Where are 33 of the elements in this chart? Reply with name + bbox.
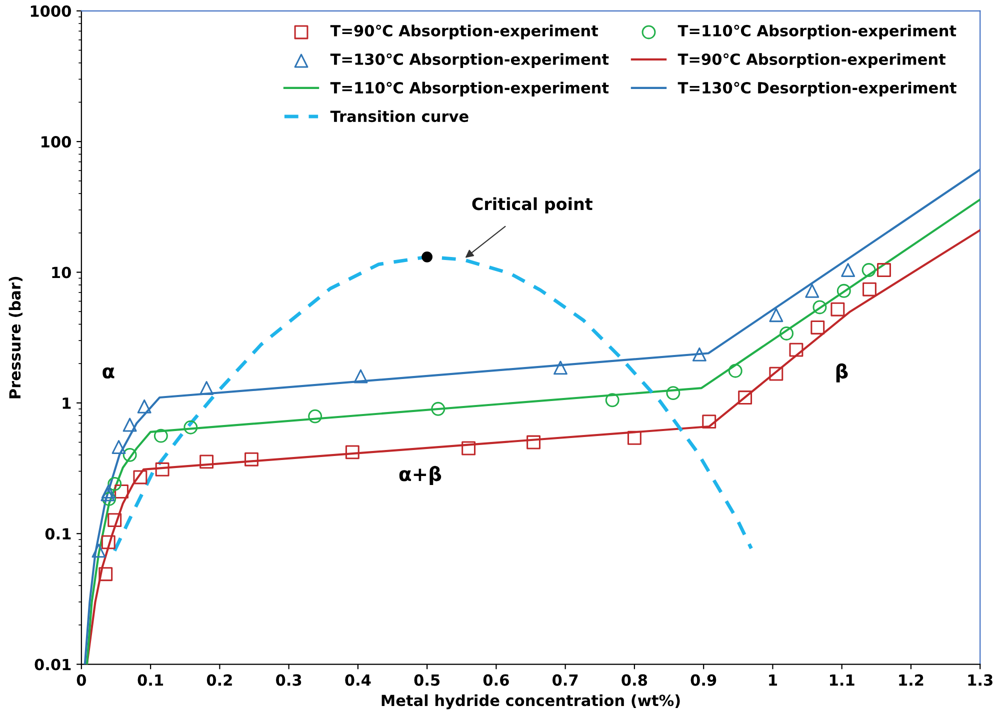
annotation: α+β xyxy=(399,466,442,485)
y-tick-label: 100 xyxy=(42,136,71,148)
x-tick-label: 1.2 xyxy=(899,674,924,686)
annotation: β xyxy=(836,363,848,382)
x-tick-label: 1.1 xyxy=(830,674,854,686)
x-axis-title: Metal hydride concentration (wt%) xyxy=(382,694,680,710)
y-tick-label: 1000 xyxy=(30,5,71,17)
y-tick-label: 1 xyxy=(62,398,71,409)
x-tick-label: 0.4 xyxy=(345,674,371,686)
legend-label: T=130℃ Desorption-experiment xyxy=(678,82,956,96)
x-tick-label: 0.1 xyxy=(138,674,164,686)
x-tick-label: 0.5 xyxy=(414,674,440,686)
x-tick-label: 0.2 xyxy=(206,674,232,686)
x-tick-label: 0.3 xyxy=(276,674,302,686)
y-tick-label: 0.1 xyxy=(45,528,71,540)
x-tick-label: 0.8 xyxy=(622,674,648,686)
x-tick-label: 0.7 xyxy=(552,674,578,686)
legend-label: T=90℃ Absorption-experiment xyxy=(330,24,598,40)
legend-label: T=110℃ Absorption-experiment xyxy=(678,24,956,40)
legend-label: T=90℃ Absorption-experiment xyxy=(678,53,946,68)
annotation: α xyxy=(102,367,114,378)
x-tick-label: 1.3 xyxy=(968,674,992,686)
legend-label: T=130℃ Absorption-experiment xyxy=(330,53,609,68)
annotation: Critical point xyxy=(472,197,592,214)
x-tick-label: 0.9 xyxy=(690,674,716,686)
y-tick-label: 0.01 xyxy=(34,658,71,670)
y-axis-title: Pressure (bar) xyxy=(8,276,22,398)
x-tick-label: 0.6 xyxy=(483,674,509,686)
legend-label: T=110℃ Absorption-experiment xyxy=(330,82,609,96)
x-tick-label: 0 xyxy=(76,674,86,686)
x-tick-label: 1 xyxy=(769,674,777,686)
y-tick-label: 10 xyxy=(52,266,71,278)
legend-label: Transition curve xyxy=(330,110,468,122)
